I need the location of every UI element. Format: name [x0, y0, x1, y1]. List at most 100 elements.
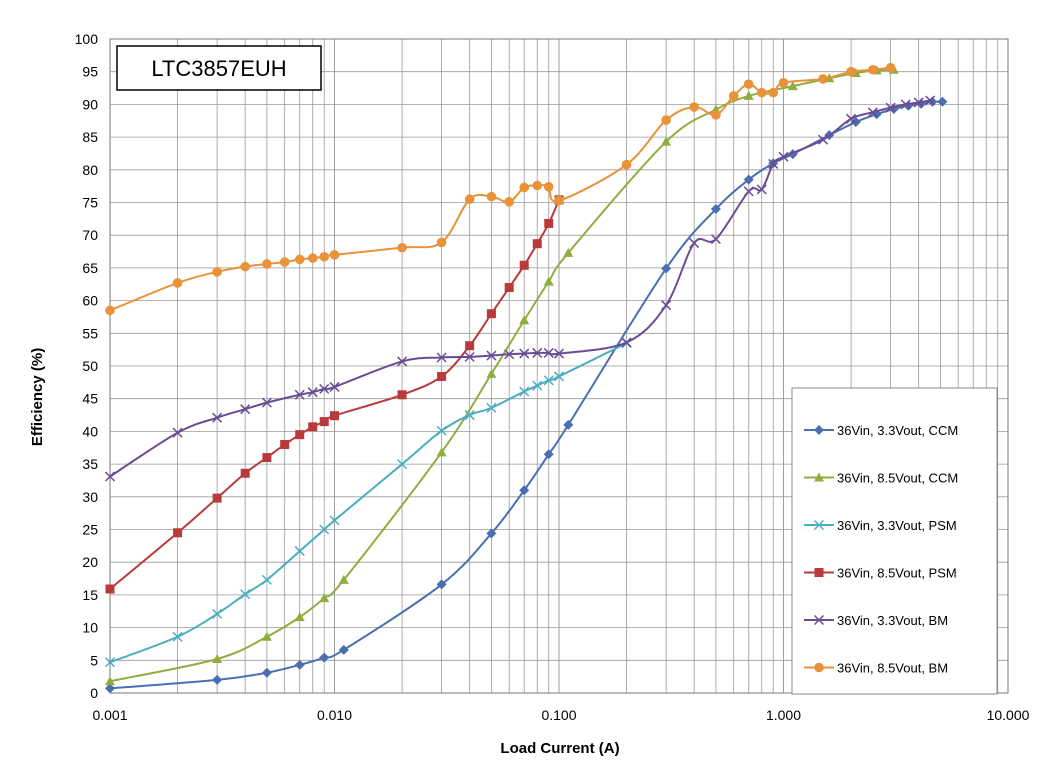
y-tick-label: 35: [82, 456, 98, 472]
data-point: [338, 644, 349, 655]
data-point: [105, 683, 115, 694]
data-point: [486, 402, 497, 413]
data-point: [212, 493, 222, 503]
data-point: [504, 197, 514, 207]
data-point: [710, 234, 721, 245]
legend-label: 36Vin, 8.5Vout, CCM: [837, 471, 958, 486]
data-point: [436, 579, 447, 590]
legend-marker: [814, 662, 824, 673]
data-point: [436, 237, 447, 248]
x-tick-label: 10.000: [987, 707, 1030, 723]
data-point: [329, 381, 340, 392]
data-point: [756, 184, 767, 195]
x-axis-title: Load Current (A): [500, 740, 619, 757]
data-point: [728, 91, 739, 101]
data-point: [543, 276, 554, 286]
data-point: [563, 419, 574, 430]
data-point: [295, 430, 305, 440]
legend: 36Vin, 3.3Vout, CCM 36Vin, 8.5Vout, CCM 36…: [791, 387, 998, 695]
legend-label: 36Vin, 3.3Vout, BM: [837, 613, 948, 628]
x-tick-label: 0.010: [317, 707, 352, 723]
data-point: [294, 612, 305, 622]
data-point: [900, 99, 911, 110]
legend-label: 36Vin, 8.5Vout, PSM: [837, 566, 957, 581]
data-point: [319, 417, 329, 427]
title-box: LTC3857EUH: [116, 45, 322, 91]
data-point: [294, 659, 305, 670]
data-point: [621, 159, 632, 170]
data-point: [172, 278, 183, 288]
y-tick-label: 85: [82, 129, 98, 145]
data-point: [212, 267, 222, 277]
data-point: [280, 439, 290, 449]
y-tick-label: 15: [82, 587, 98, 603]
data-point: [532, 180, 543, 191]
data-point: [212, 653, 223, 663]
data-point: [778, 78, 789, 88]
data-point: [661, 263, 672, 274]
data-point: [519, 315, 530, 325]
data-point: [743, 79, 754, 89]
data-point: [307, 387, 318, 398]
data-point: [464, 351, 475, 362]
data-point: [519, 386, 530, 397]
data-point: [519, 348, 530, 359]
data-point: [240, 404, 251, 415]
y-tick-label: 80: [82, 162, 98, 178]
data-point: [240, 468, 250, 478]
y-tick-label: 45: [82, 391, 98, 407]
data-point: [397, 242, 407, 253]
data-point: [329, 515, 340, 526]
data-point: [689, 102, 699, 112]
data-point: [532, 239, 542, 249]
data-point: [105, 584, 115, 594]
y-tick-label: 60: [82, 293, 98, 309]
x-tick-label: 0.001: [92, 707, 127, 723]
data-point: [308, 422, 318, 432]
data-point: [543, 347, 554, 358]
legend-entry: 36Vin, 8.5Vout, CCM: [804, 471, 958, 486]
y-tick-label: 25: [82, 522, 98, 538]
legend-entry: 36Vin, 8.5Vout, PSM: [804, 566, 957, 581]
data-point: [104, 657, 116, 668]
data-point: [519, 485, 530, 496]
data-point: [240, 261, 250, 272]
data-point: [925, 95, 936, 106]
y-tick-label: 10: [82, 620, 98, 636]
legend-marker: [814, 472, 824, 482]
data-point: [319, 524, 330, 535]
data-point: [294, 254, 305, 265]
data-point: [319, 251, 330, 262]
y-tick-label: 95: [82, 64, 98, 80]
data-point: [818, 134, 829, 145]
data-point: [543, 449, 554, 460]
data-point: [294, 389, 305, 400]
y-tick-label: 90: [82, 96, 98, 112]
data-point: [519, 182, 530, 193]
chart-title: LTC3857EUH: [151, 56, 286, 81]
legend-label: 36Vin, 3.3Vout, PSM: [837, 518, 957, 533]
data-point: [172, 427, 183, 438]
x-tick-label: 1.000: [766, 707, 801, 723]
data-point: [768, 158, 779, 169]
data-point: [710, 204, 721, 215]
y-tick-label: 40: [82, 423, 98, 439]
data-point: [104, 471, 116, 482]
data-point: [867, 107, 878, 118]
y-tick-label: 70: [82, 227, 98, 243]
data-point: [532, 347, 543, 358]
data-point: [544, 218, 554, 228]
data-point: [261, 631, 272, 641]
data-point: [279, 257, 290, 267]
data-point: [397, 390, 407, 400]
data-point: [105, 305, 115, 316]
data-point: [563, 247, 574, 257]
data-point: [532, 380, 543, 391]
data-point: [436, 425, 447, 436]
x-tick-label: 0.100: [541, 707, 576, 723]
data-point: [768, 87, 779, 98]
data-point: [486, 368, 497, 378]
data-point: [504, 283, 514, 293]
plot-border: [109, 38, 1009, 694]
data-point: [756, 87, 767, 98]
